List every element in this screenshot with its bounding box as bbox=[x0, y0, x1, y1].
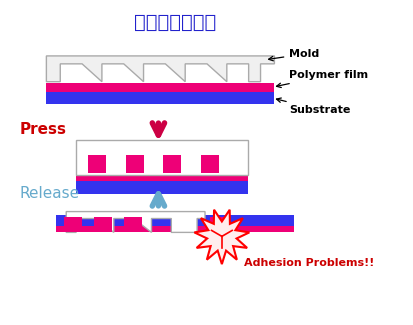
Text: モールドの離型: モールドの離型 bbox=[134, 13, 216, 32]
Text: Polymer film: Polymer film bbox=[276, 70, 368, 87]
Bar bbox=[123, 216, 141, 232]
Bar bbox=[46, 92, 274, 105]
Bar bbox=[76, 175, 247, 181]
Text: Press: Press bbox=[19, 122, 66, 137]
Polygon shape bbox=[194, 210, 249, 264]
Text: Mold: Mold bbox=[268, 49, 319, 61]
Bar bbox=[76, 140, 247, 175]
Bar bbox=[201, 155, 218, 173]
Text: Substrate: Substrate bbox=[276, 98, 350, 115]
Bar bbox=[64, 216, 82, 232]
Text: Release: Release bbox=[19, 186, 80, 201]
Bar bbox=[88, 155, 106, 173]
Text: Adhesion Problems!!: Adhesion Problems!! bbox=[243, 258, 373, 268]
Bar bbox=[56, 227, 294, 232]
Polygon shape bbox=[46, 56, 274, 82]
Bar bbox=[46, 83, 274, 92]
Bar bbox=[209, 216, 227, 232]
Bar bbox=[94, 216, 112, 232]
Bar bbox=[163, 155, 181, 173]
Bar bbox=[76, 181, 247, 194]
Bar bbox=[126, 155, 143, 173]
Bar bbox=[56, 214, 294, 227]
Polygon shape bbox=[66, 212, 204, 232]
